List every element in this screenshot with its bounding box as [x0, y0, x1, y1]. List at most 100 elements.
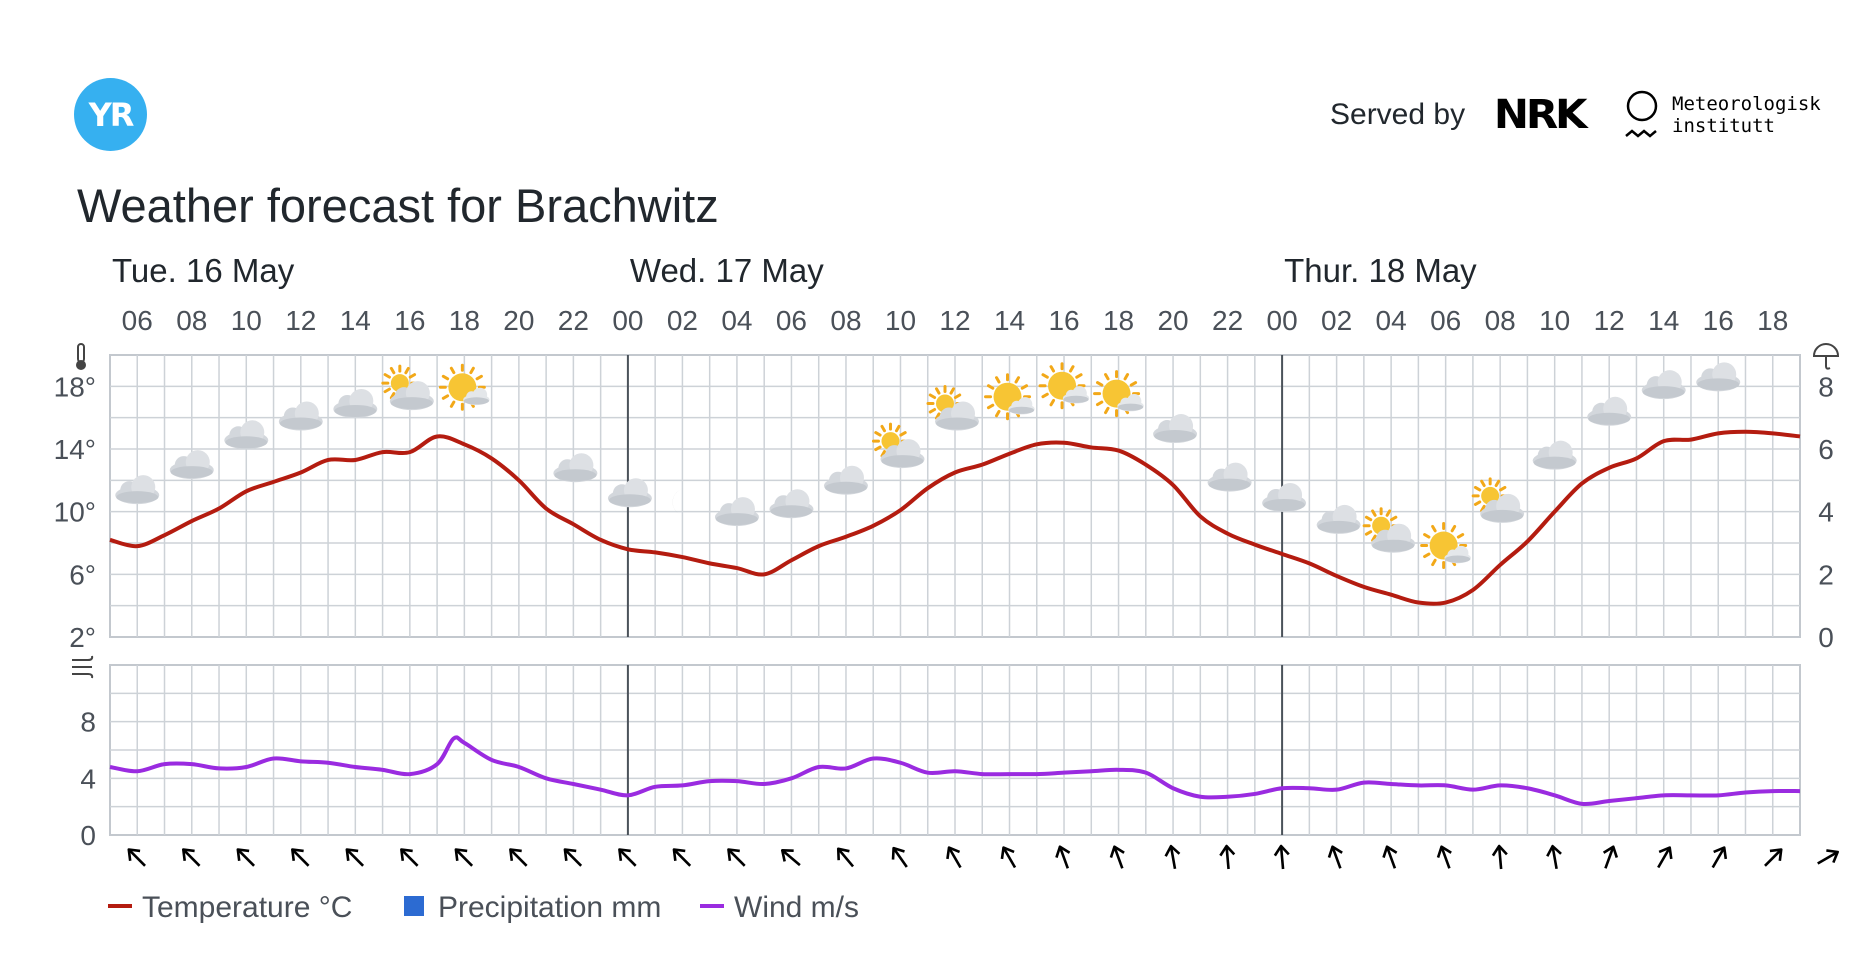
- hour-label: 16: [1703, 305, 1734, 336]
- hour-label: 06: [776, 305, 807, 336]
- temp-tick: 18°: [54, 371, 96, 402]
- temp-tick: 6°: [69, 559, 96, 590]
- wind-arrow: [1327, 845, 1343, 869]
- nrk-logo[interactable]: NRK: [1493, 92, 1588, 138]
- cloud: [714, 497, 759, 527]
- cloud: [769, 489, 814, 519]
- wind-arrow: [780, 848, 801, 867]
- precip-tick: 6: [1818, 434, 1834, 465]
- cloud: [1062, 386, 1090, 404]
- wind-arrow: [1711, 846, 1728, 869]
- partly-cloudy-night-icon: [553, 444, 598, 483]
- hour-label: 18: [449, 305, 480, 336]
- partly-cloudy-day-icon: [1362, 507, 1416, 553]
- cloud: [333, 388, 378, 418]
- wind-icon: [72, 655, 94, 679]
- hour-label: 10: [231, 305, 262, 336]
- precip-tick: 4: [1818, 497, 1834, 528]
- hour-label: 04: [1376, 305, 1407, 336]
- hour-label: 06: [1430, 305, 1461, 336]
- wind-tick: 4: [80, 763, 96, 794]
- cloudy-icon: [115, 475, 160, 505]
- cloud: [1641, 370, 1686, 400]
- cloud: [169, 450, 214, 480]
- cloud: [1587, 396, 1632, 426]
- wind-arrow: [1436, 845, 1452, 869]
- cloud: [1696, 362, 1741, 392]
- cloud: [607, 478, 652, 508]
- fair-day-icon: [1038, 362, 1090, 410]
- hour-label: 14: [340, 305, 371, 336]
- wind-arrow: [1109, 845, 1125, 869]
- wind-arrow: [946, 846, 962, 869]
- partly-cloudy-night-icon: [1153, 405, 1198, 444]
- hour-label: 08: [176, 305, 207, 336]
- series-lines: [109, 429, 1801, 807]
- partly-cloudy-night-icon: [1316, 495, 1361, 534]
- sun: [984, 373, 1032, 421]
- cloudy-icon: [169, 450, 214, 480]
- cloudy-icon: [714, 497, 759, 527]
- cloudy-icon: [1696, 362, 1741, 392]
- hour-label: 10: [885, 305, 916, 336]
- hour-label: 02: [1321, 305, 1352, 336]
- precip-tick: 8: [1818, 371, 1834, 402]
- served-by-label: Served by: [1330, 98, 1466, 131]
- cloud: [1207, 462, 1252, 492]
- day-labels: Tue. 16 May Wed. 17 May Thur. 18 May: [112, 252, 1477, 289]
- weather-icons: [115, 362, 1741, 570]
- wind-arrow: [1491, 844, 1508, 870]
- legend-label: Wind m/s: [734, 891, 859, 924]
- cloud: [1532, 440, 1577, 470]
- met-institute-logo[interactable]: Meteorologisk institutt: [1672, 93, 1821, 137]
- cloud: [1316, 504, 1361, 534]
- wind-arrow: [672, 848, 692, 867]
- wind-arrow: [836, 847, 855, 868]
- partly-cloudy-night-icon: [1207, 453, 1252, 492]
- hour-label: 02: [667, 305, 698, 336]
- page-title: Weather forecast for Brachwitz: [77, 179, 719, 232]
- cloud: [1008, 397, 1035, 415]
- wind-arrow: [236, 848, 255, 867]
- hour-label: 16: [1048, 305, 1079, 336]
- wind-arrow: [1000, 846, 1017, 869]
- wind-arrow: [1164, 844, 1181, 870]
- wind-line: [109, 735, 1801, 807]
- hour-label: 08: [830, 305, 861, 336]
- wind-arrow: [1817, 849, 1839, 865]
- wind-arrow: [1602, 845, 1619, 869]
- met-line-1: Meteorologisk: [1672, 93, 1821, 115]
- met-line-2: institutt: [1672, 115, 1775, 137]
- partly-cloudy-night-icon: [607, 469, 652, 508]
- partly-cloudy-day-icon: [926, 385, 979, 431]
- cloudy-icon: [1641, 370, 1686, 400]
- hour-label: 16: [394, 305, 425, 336]
- cloud: [278, 401, 323, 431]
- day-label: Tue. 16 May: [112, 252, 295, 289]
- cloudy-icon: [278, 401, 323, 431]
- cloud: [115, 475, 160, 505]
- hour-label: 12: [1594, 305, 1625, 336]
- cloud: [1444, 545, 1471, 564]
- hour-label: 12: [939, 305, 970, 336]
- hour-labels: 06 08 10 12 14 16 18 20 22 00 02 04 06 08 10 12 14 16 18 20…: [122, 305, 1789, 336]
- wind-arrow: [291, 848, 310, 867]
- cloudy-icon: [823, 465, 868, 495]
- legend-label: Temperature °C: [142, 891, 352, 924]
- cloud: [1480, 493, 1525, 523]
- temp-tick: 14°: [54, 434, 96, 465]
- fair-day-icon: [438, 363, 490, 411]
- hour-label: 00: [1267, 305, 1298, 336]
- cloud: [1371, 523, 1416, 553]
- yr-logo[interactable]: YR: [74, 78, 147, 151]
- wind-arrow: [509, 848, 528, 867]
- cloudy-icon: [224, 420, 269, 450]
- hour-label: 18: [1757, 305, 1788, 336]
- precip-tick: 2: [1818, 559, 1834, 590]
- wind-arrow: [400, 848, 419, 867]
- legend-swatch: [404, 896, 424, 916]
- cloud: [463, 387, 490, 406]
- wind-tick: 0: [80, 820, 96, 851]
- hour-label: 22: [1212, 305, 1243, 336]
